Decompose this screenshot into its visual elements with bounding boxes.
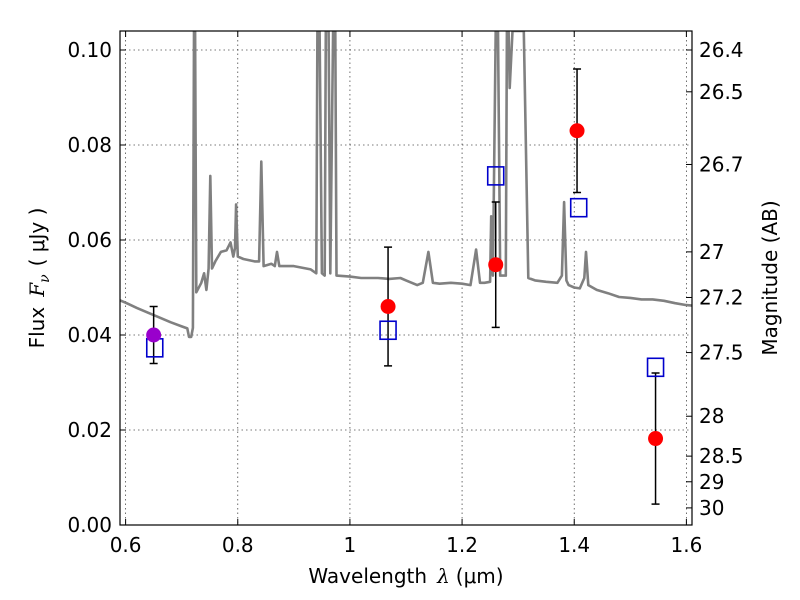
y2-tick-label-4: 27.2 <box>699 285 744 309</box>
y2-tick-label-8: 29 <box>699 470 724 494</box>
y2-tick-label-3: 27 <box>699 240 724 264</box>
y-tick-label-5: 0.10 <box>67 38 112 62</box>
x-tick-label-5: 1.6 <box>670 533 702 557</box>
y2-axis-label: Magnitude (AB) <box>758 200 782 355</box>
axis-ticks: 0.6 0.8 1 1.2 1.4 1.6 0.00 0.02 0.04 0.06 0.08 0.10… <box>67 31 744 557</box>
photometry-series <box>146 123 664 447</box>
photometry-point-1 <box>380 299 396 314</box>
x-axis-label: Wavelength λ (μm) <box>308 564 503 588</box>
plot-frame <box>119 30 693 526</box>
y-tick-label-2: 0.04 <box>67 323 112 347</box>
photometry-point-2 <box>488 257 504 273</box>
spectrum-series <box>120 31 692 339</box>
y2-tick-label-9: 30 <box>699 496 724 520</box>
y-tick-label-0: 0.00 <box>67 513 112 537</box>
model-square-1 <box>379 320 397 341</box>
model-square-2 <box>486 166 505 186</box>
y2-tick-label-7: 28.5 <box>699 444 744 468</box>
x-tick-label-0: 0.6 <box>110 533 142 557</box>
y2-tick-label-0: 26.4 <box>699 38 744 62</box>
model-square-3 <box>569 197 588 218</box>
y2-tick-label-2: 26.7 <box>699 152 744 176</box>
spectrum-line <box>120 31 692 339</box>
photometry-point-3 <box>569 123 585 139</box>
model-square-series <box>145 166 665 378</box>
y-tick-label-4: 0.08 <box>67 133 112 157</box>
y-axis-label: FluxFν( μJy ) <box>25 208 53 349</box>
model-square-4 <box>646 357 665 378</box>
y2-tick-label-5: 27.5 <box>699 341 744 365</box>
x-tick-label-4: 1.4 <box>558 533 590 557</box>
x-tick-label-1: 0.8 <box>222 533 254 557</box>
y2-tick-label-1: 26.5 <box>699 80 744 104</box>
y-tick-label-3: 0.06 <box>67 228 112 252</box>
photometry-point-4 <box>648 431 664 447</box>
y2-tick-label-6: 28 <box>699 404 724 428</box>
y-tick-label-1: 0.02 <box>67 418 112 442</box>
photometry-point-0 <box>146 327 162 343</box>
x-tick-label-2: 1 <box>344 533 357 557</box>
x-tick-label-3: 1.2 <box>446 533 478 557</box>
